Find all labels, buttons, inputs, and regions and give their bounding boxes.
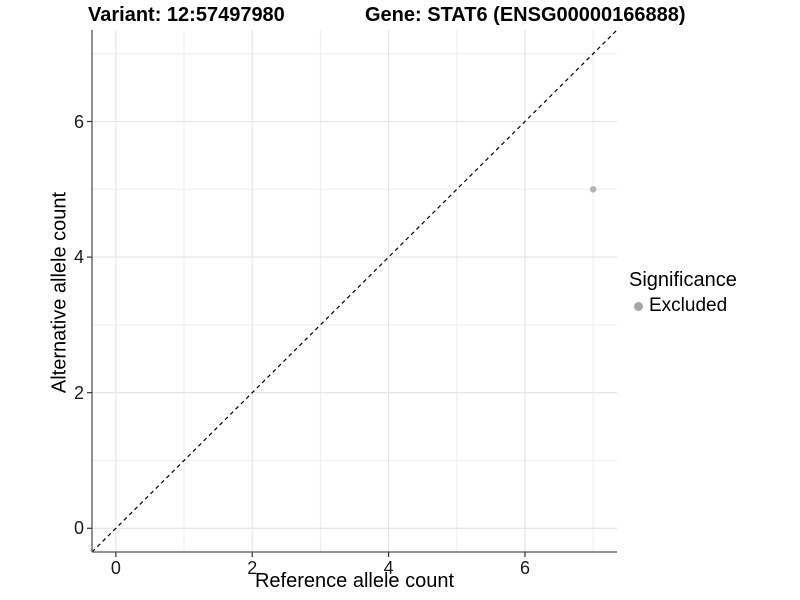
y-tick-label: 0	[73, 518, 84, 539]
y-tick-label: 2	[73, 382, 84, 403]
x-tick-label: 4	[383, 558, 394, 578]
x-tick-label: 2	[247, 558, 258, 578]
legend-key-point-icon	[634, 301, 643, 311]
plot-title-variant: Variant: 12:57497980	[88, 4, 285, 26]
x-axis-title: Reference allele count	[254, 570, 454, 592]
legend-title: Significance	[629, 269, 737, 291]
legend: Significance Excluded	[629, 269, 737, 317]
legend-item-excluded: Excluded	[629, 295, 737, 317]
legend-item-label: Excluded	[649, 295, 728, 316]
data-point-excluded	[589, 186, 597, 193]
x-tick-label: 6	[519, 558, 530, 578]
x-tick-label: 0	[110, 558, 121, 578]
y-tick-label: 4	[73, 247, 84, 268]
identity-line	[91, 29, 618, 553]
y-axis-title: Alternative allele count	[48, 191, 71, 394]
plot-title-gene: Gene: STAT6 (ENSG00000166888)	[365, 4, 686, 26]
y-tick-label: 6	[73, 111, 84, 132]
